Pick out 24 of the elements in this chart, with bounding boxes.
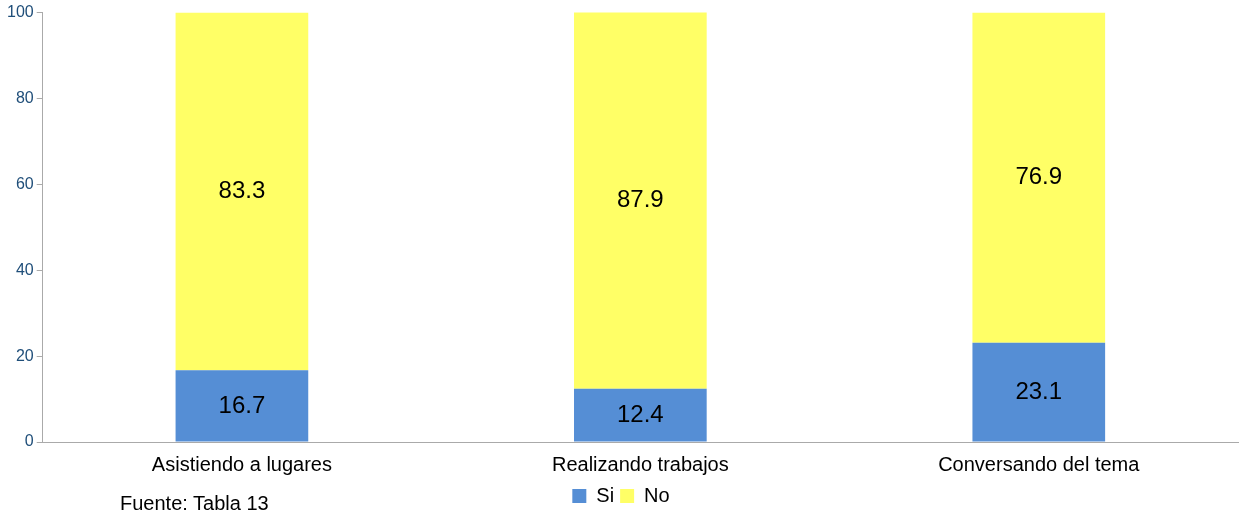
source-note: Fuente: Tabla 13 [120,491,269,514]
bar [175,370,309,442]
legend-label: Si [596,483,615,506]
y-tick-label: 60 [15,174,34,192]
data-label: 87.9 [616,184,664,212]
bar [175,12,309,371]
y-tick-label: 80 [15,88,34,106]
bar [574,388,707,442]
y-tick-label: 100 [6,3,34,21]
data-label: 12.4 [616,399,664,427]
data-label: 76.9 [1015,162,1063,190]
data-label: 23.1 [1015,376,1063,404]
bar [972,342,1106,442]
data-label: 83.3 [218,176,266,204]
bar [972,12,1106,343]
legend-label: No [644,483,670,506]
x-tick-label: Asistiendo a lugares [151,452,332,475]
data-label: 16.7 [218,390,266,418]
x-tick-label: Realizando trabajos [551,452,729,475]
bar [574,12,707,389]
y-tick-label: 40 [15,260,34,278]
x-tick-label: Conversando del tema [938,452,1141,475]
y-tick-label: 20 [15,346,34,364]
y-tick-label: 0 [24,432,34,450]
